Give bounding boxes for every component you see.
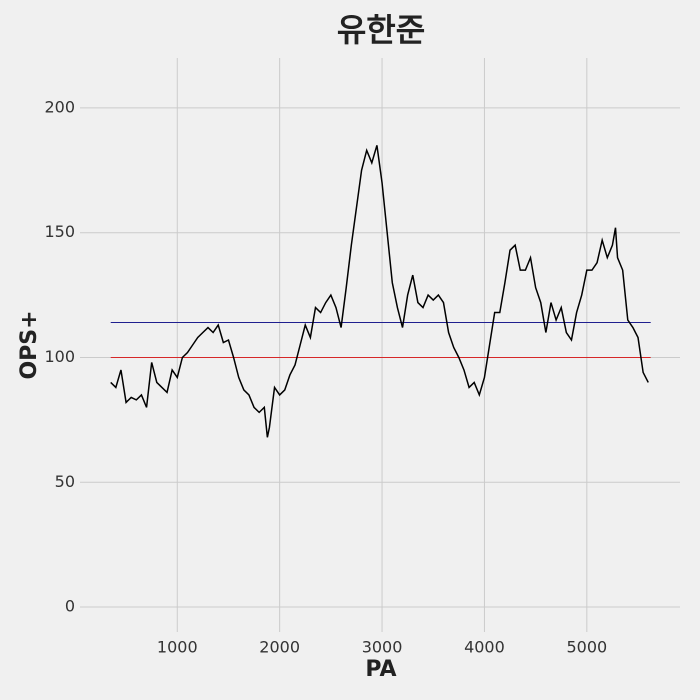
x-axis-label: PA <box>365 657 396 682</box>
x-tick-label: 4000 <box>464 638 505 657</box>
data-line <box>110 145 649 438</box>
x-tick-label: 3000 <box>362 638 403 657</box>
chart-title: 유한준 <box>337 11 425 49</box>
y-tick-label: 150 <box>44 222 75 241</box>
y-tick-label: 50 <box>55 472 75 491</box>
x-tick-label: 2000 <box>259 638 300 657</box>
y-tick-label: 0 <box>65 597 75 616</box>
y-axis-label: OPS+ <box>17 310 42 379</box>
y-tick-label: 100 <box>44 347 75 366</box>
x-tick-label: 1000 <box>157 638 198 657</box>
x-tick-label: 5000 <box>566 638 607 657</box>
y-tick-label: 200 <box>44 97 75 116</box>
